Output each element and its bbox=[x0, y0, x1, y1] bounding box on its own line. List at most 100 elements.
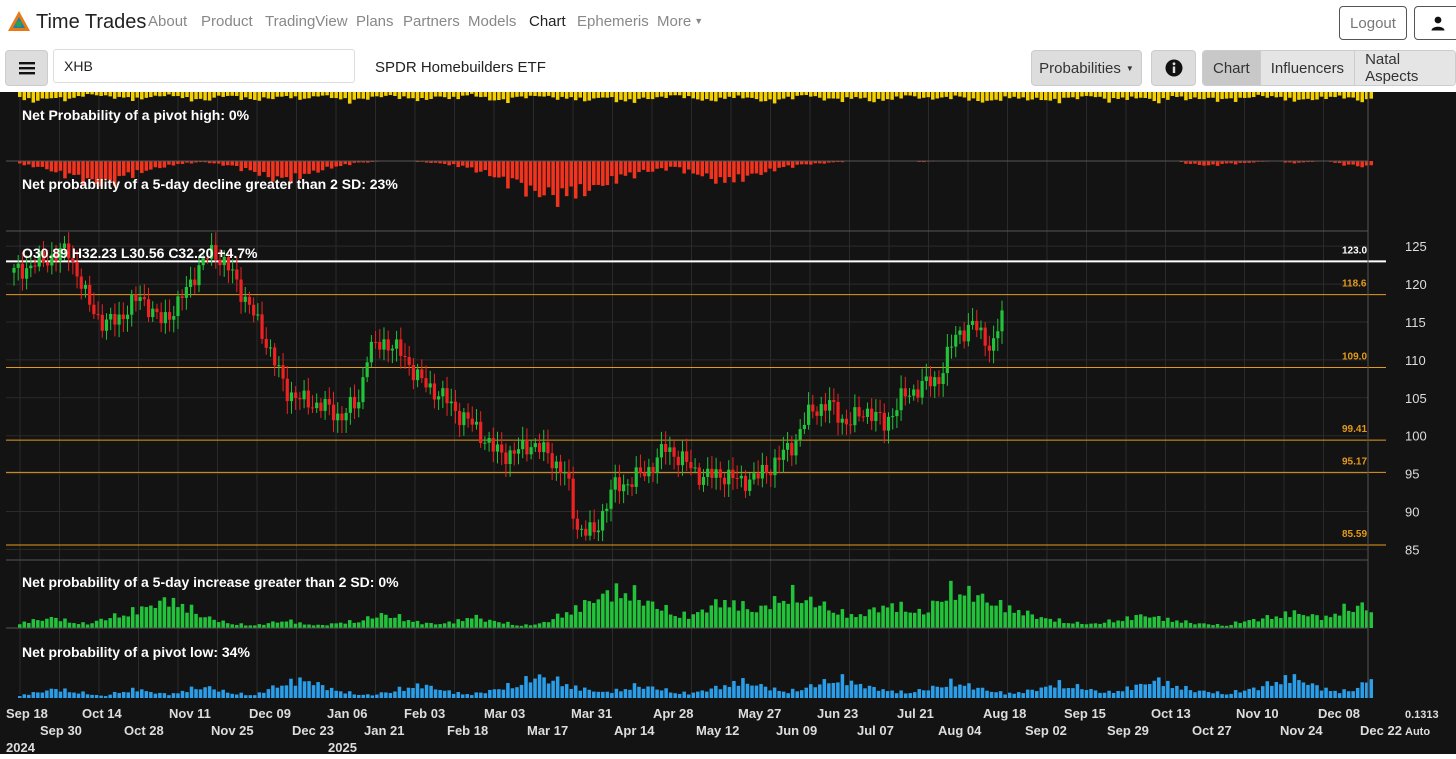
x-tick-label: Oct 27 bbox=[1192, 723, 1232, 738]
pivot-low-bar bbox=[718, 689, 723, 698]
increase-bar bbox=[1206, 624, 1211, 628]
pivot-high-bar bbox=[99, 92, 103, 96]
pivot-low-bar bbox=[289, 678, 293, 698]
increase-bar bbox=[424, 622, 429, 628]
nav-product[interactable]: Product bbox=[201, 13, 253, 30]
pivot-low-bar bbox=[917, 689, 922, 698]
pivot-low-bar bbox=[890, 690, 894, 698]
pivot-low-bar bbox=[49, 688, 54, 698]
increase-bar bbox=[343, 623, 347, 628]
increase-bar bbox=[696, 612, 700, 628]
candle-body bbox=[676, 456, 680, 466]
year-label: 2025 bbox=[328, 740, 357, 754]
tab-natal-aspects[interactable]: Natal Aspects bbox=[1354, 51, 1455, 85]
pivot-low-bar bbox=[483, 693, 488, 698]
nav-tradingview[interactable]: TradingView bbox=[265, 13, 348, 30]
pivot-high-bar bbox=[1016, 92, 1021, 99]
pivot-high-bar bbox=[976, 92, 980, 101]
nav-ephemeris[interactable]: Ephemeris bbox=[577, 13, 649, 30]
pivot-high-bar bbox=[845, 92, 849, 98]
symbol-input[interactable] bbox=[53, 49, 355, 83]
pivot-high-bar bbox=[813, 92, 818, 97]
pivot-high-bar bbox=[1048, 92, 1053, 101]
pivot-low-bar bbox=[316, 682, 320, 698]
pivot-low-bar bbox=[1306, 684, 1310, 698]
nav-plans[interactable]: Plans bbox=[356, 13, 394, 30]
increase-bar bbox=[185, 612, 189, 628]
pivot-low-bar bbox=[506, 682, 510, 698]
pivot-high-bar bbox=[750, 92, 754, 98]
pivot-low-bar bbox=[705, 691, 709, 698]
increase-bar bbox=[804, 600, 809, 628]
candle-body bbox=[142, 297, 146, 300]
increase-bar bbox=[573, 605, 578, 628]
candle-body bbox=[617, 477, 622, 492]
decline-bar bbox=[601, 161, 605, 186]
nav-partners[interactable]: Partners bbox=[403, 13, 460, 30]
nav-more[interactable]: More ▼ bbox=[657, 13, 703, 30]
candle-body bbox=[361, 377, 365, 403]
candle-body bbox=[798, 429, 802, 440]
increase-bar bbox=[117, 617, 121, 628]
decline-bar bbox=[352, 161, 357, 163]
candle-body bbox=[130, 294, 134, 315]
info-button[interactable] bbox=[1151, 50, 1196, 86]
brand[interactable]: Time Trades bbox=[6, 8, 146, 36]
decline-bar bbox=[573, 161, 578, 199]
user-button[interactable] bbox=[1414, 6, 1456, 40]
logout-button[interactable]: Logout bbox=[1339, 6, 1407, 40]
decline-bar bbox=[140, 161, 144, 174]
nav-models[interactable]: Models bbox=[468, 13, 517, 30]
decline-bar bbox=[442, 161, 447, 164]
increase-bar bbox=[831, 612, 836, 628]
increase-bar bbox=[958, 594, 962, 628]
x-tick-label: Mar 17 bbox=[527, 723, 568, 738]
decline-bar bbox=[763, 161, 768, 173]
decline-bar bbox=[718, 161, 723, 178]
decline-bar bbox=[121, 161, 126, 176]
candle-body bbox=[853, 407, 857, 426]
decline-bar bbox=[1333, 161, 1337, 163]
increase-bar bbox=[239, 623, 244, 628]
pivot-high-bar bbox=[31, 92, 36, 103]
candle-body bbox=[920, 380, 924, 398]
increase-bar bbox=[736, 610, 741, 628]
tab-chart[interactable]: Chart bbox=[1203, 51, 1260, 85]
pivot-high-bar bbox=[827, 92, 831, 99]
chart-area[interactable]: Net Probability of a pivot high: 0% Net … bbox=[0, 92, 1456, 755]
pivot-low-bar bbox=[1297, 680, 1301, 698]
tab-influencers[interactable]: Influencers bbox=[1259, 51, 1355, 85]
y-tick-label: 120 bbox=[1405, 277, 1427, 292]
pivot-high-bar bbox=[714, 92, 718, 102]
candle-body bbox=[298, 398, 302, 400]
pivot-low-bar bbox=[876, 690, 881, 698]
pivot-low-bar bbox=[1107, 690, 1111, 698]
pivot-low-bar bbox=[216, 691, 221, 698]
pivot-low-bar bbox=[510, 688, 515, 698]
pivot-low-bar bbox=[144, 691, 149, 698]
auto-scale-toggle[interactable]: Auto bbox=[1405, 726, 1430, 738]
increase-bar bbox=[564, 612, 569, 628]
pivot-high-bar bbox=[515, 92, 519, 97]
increase-bar bbox=[1098, 623, 1102, 628]
pivot-high-bar bbox=[289, 92, 293, 99]
nav-chart[interactable]: Chart bbox=[529, 13, 566, 30]
pivot-high-bar bbox=[1098, 92, 1102, 97]
x-tick-label: Dec 23 bbox=[292, 723, 334, 738]
nav-about[interactable]: About bbox=[148, 13, 188, 30]
decline-bar bbox=[1224, 161, 1229, 164]
nav-more-label: More bbox=[657, 13, 692, 30]
pivot-low-bar bbox=[1193, 692, 1197, 698]
increase-bar bbox=[623, 593, 628, 628]
candle-body bbox=[121, 314, 125, 320]
increase-bar bbox=[207, 616, 212, 628]
pivot-high-bar bbox=[103, 92, 108, 96]
price-chart[interactable]: Net Probability of a pivot high: 0% Net … bbox=[0, 92, 1456, 755]
menu-button[interactable] bbox=[5, 50, 48, 86]
pivot-high-bar bbox=[1265, 92, 1270, 98]
level-label: 85.59 bbox=[1342, 529, 1367, 540]
candle-body bbox=[962, 330, 966, 342]
decline-bar bbox=[361, 161, 366, 163]
increase-bar bbox=[203, 617, 207, 628]
probabilities-dropdown[interactable]: Probabilities ▼ bbox=[1031, 50, 1142, 86]
